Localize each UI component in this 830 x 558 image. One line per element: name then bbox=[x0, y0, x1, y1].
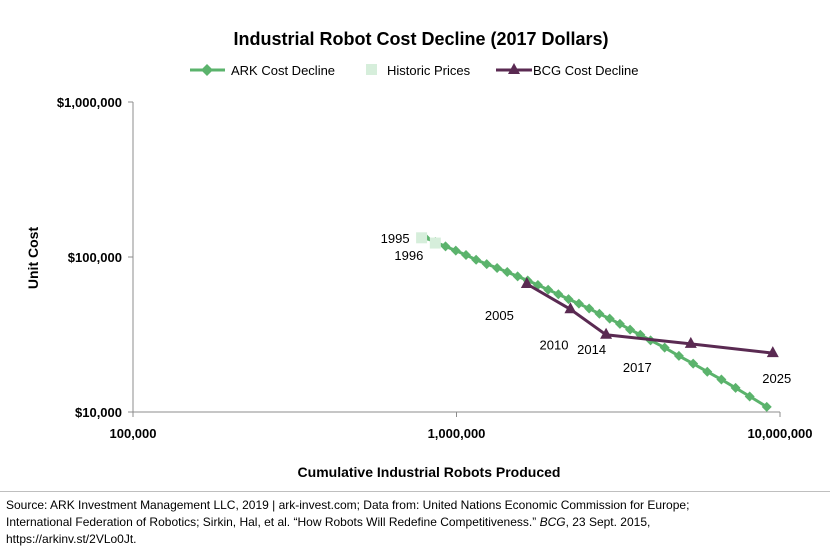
source-line-2-text: International Federation of Robotics; Si… bbox=[6, 515, 540, 529]
source-line-2-journal: BCG bbox=[539, 515, 566, 529]
ark-point bbox=[543, 284, 554, 295]
year-label: 2014 bbox=[577, 342, 606, 357]
source-line-2: International Federation of Robotics; Si… bbox=[6, 514, 821, 531]
legend-item-bcg: BCG Cost Decline bbox=[496, 63, 638, 78]
source-line-3: https://arkinv.st/2VLo0Jt. bbox=[6, 532, 137, 546]
footer-divider bbox=[0, 491, 830, 492]
ark-point bbox=[440, 241, 451, 252]
y-tick-label: $100,000 bbox=[68, 250, 122, 265]
bcg-point bbox=[564, 302, 577, 314]
year-label: 1996 bbox=[394, 248, 423, 263]
legend-item-historic: Historic Prices bbox=[366, 63, 471, 78]
x-axis-label: Cumulative Industrial Robots Produced bbox=[298, 464, 561, 480]
y-tick-label: $1,000,000 bbox=[57, 95, 122, 110]
chart-title: Industrial Robot Cost Decline (2017 Doll… bbox=[233, 29, 608, 49]
ark-point bbox=[471, 254, 482, 265]
ark-point bbox=[673, 350, 684, 361]
source-line-2-end: , 23 Sept. 2015, bbox=[565, 515, 651, 529]
bcg-point bbox=[684, 336, 697, 348]
ark-point bbox=[730, 382, 741, 393]
x-tick-label: 1,000,000 bbox=[428, 426, 486, 441]
year-label: 1995 bbox=[381, 231, 410, 246]
year-label: 2017 bbox=[623, 360, 652, 375]
legend-historic-label: Historic Prices bbox=[387, 63, 471, 78]
plot-area bbox=[416, 232, 779, 412]
bcg-point bbox=[766, 346, 779, 358]
ark-point bbox=[492, 262, 503, 273]
ark-point bbox=[553, 289, 564, 300]
y-axis-label: Unit Cost bbox=[25, 227, 41, 290]
legend-item-ark: ARK Cost Decline bbox=[190, 63, 335, 78]
ark-point bbox=[594, 308, 605, 319]
historic-point bbox=[429, 237, 441, 249]
ark-point bbox=[716, 374, 727, 385]
ark-point bbox=[614, 318, 625, 329]
x-tick-label: 100,000 bbox=[110, 426, 157, 441]
x-tick-label: 10,000,000 bbox=[747, 426, 812, 441]
year-label: 2005 bbox=[485, 308, 514, 323]
ark-point bbox=[584, 303, 595, 314]
ark-point bbox=[659, 342, 670, 353]
bcg-point bbox=[520, 276, 533, 288]
source-line-1: Source: ARK Investment Management LLC, 2… bbox=[6, 498, 690, 512]
ark-point bbox=[744, 391, 755, 402]
source-note: Source: ARK Investment Management LLC, 2… bbox=[6, 497, 821, 548]
ark-point bbox=[502, 267, 513, 278]
bcg-point bbox=[600, 327, 613, 339]
legend-ark-label: ARK Cost Decline bbox=[231, 63, 335, 78]
legend: ARK Cost Decline Historic Prices BCG Cos… bbox=[190, 63, 638, 78]
chart-container: Industrial Robot Cost Decline (2017 Doll… bbox=[25, 29, 813, 480]
year-label: 2025 bbox=[762, 371, 791, 386]
legend-bcg-label: BCG Cost Decline bbox=[533, 63, 638, 78]
ark-point bbox=[573, 298, 584, 309]
axes: $10,000 $100,000 $1,000,000 100,000 1,000,00… bbox=[57, 95, 813, 441]
ark-point bbox=[512, 271, 523, 282]
ark-point bbox=[688, 358, 699, 369]
ark-point bbox=[625, 324, 636, 335]
ark-point bbox=[563, 294, 574, 305]
ark-point bbox=[604, 313, 615, 324]
ark-point bbox=[761, 401, 772, 412]
ark-point bbox=[702, 366, 713, 377]
ark-point bbox=[461, 250, 472, 261]
chart-svg: Industrial Robot Cost Decline (2017 Doll… bbox=[25, 29, 813, 480]
y-tick-label: $10,000 bbox=[75, 405, 122, 420]
ark-point bbox=[450, 245, 461, 256]
point-labels: 1995 1996 2005 2010 2014 2017 2025 bbox=[381, 231, 792, 386]
historic-point bbox=[416, 232, 428, 244]
ark-point bbox=[481, 259, 492, 270]
year-label: 2010 bbox=[540, 337, 569, 352]
